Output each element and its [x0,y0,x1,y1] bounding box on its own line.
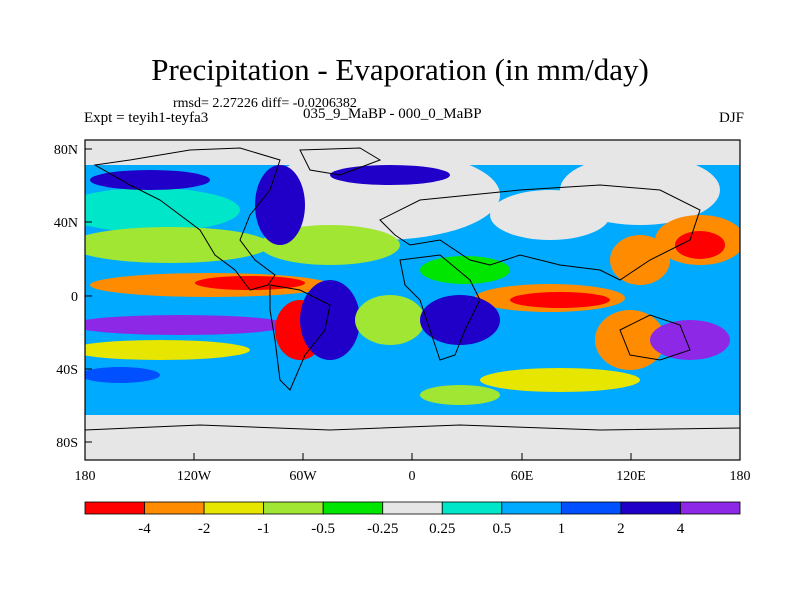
colorbar-box-8 [501,501,562,515]
lat-label-40s: 40S [56,363,78,378]
stats-text: rmsd= 2.27226 diff= -0.0206382 [173,96,357,111]
lon-label-180e: 180 [730,469,751,484]
colorbar-box-5 [322,501,384,515]
colorbar-label: 4 [677,521,685,537]
colorbar-box-7 [441,501,503,515]
colorbar: -4 -2 -1 -0.5 -0.25 0.25 0.5 1 2 4 [84,501,741,537]
lon-label-0: 0 [409,469,416,484]
colorbar-box-11 [680,501,741,515]
lat-label-0: 0 [71,290,78,305]
colorbar-box-1 [84,501,145,515]
colorbar-label: 0.5 [492,521,511,537]
colorbar-box-6 [382,501,443,515]
lat-label-40n: 40N [54,216,78,231]
colorbar-label: -2 [198,521,211,537]
plot-title: Precipitation - Evaporation (in mm/day) [151,52,649,87]
lon-label-180w: 180 [75,469,96,484]
lat-label-80n: 80N [54,143,78,158]
colorbar-box-4 [263,501,324,515]
colorbar-label: -0.5 [311,521,335,537]
colorbar-label: 2 [617,521,625,537]
colorbar-label: 1 [558,521,566,537]
colorbar-box-10 [620,501,681,515]
lat-axis: 80N 40N 0 40S 80S [54,143,92,451]
season-label: DJF [718,110,744,126]
lon-label-120e: 120E [616,469,646,484]
experiment-label: Expt = teyih1-teyfa3 [84,110,209,126]
colorbar-label: -0.25 [367,521,398,537]
colorbar-label: -1 [257,521,270,537]
lon-label-60w: 60W [289,469,317,484]
colorbar-label: 0.25 [429,521,455,537]
lat-label-80s: 80S [56,436,78,451]
coastlines [85,147,740,431]
colorbar-box-9 [560,501,622,515]
lon-label-60e: 60E [511,469,534,484]
colorbar-label: -4 [138,521,151,537]
colorbar-box-2 [144,501,205,515]
period-label: 035_9_MaBP - 000_0_MaBP [303,106,482,122]
precip-field [85,140,740,460]
colorbar-box-3 [203,501,265,515]
lon-axis: 180 120W 60W 0 60E 120E 180 [75,453,751,484]
lon-label-120w: 120W [177,469,212,484]
